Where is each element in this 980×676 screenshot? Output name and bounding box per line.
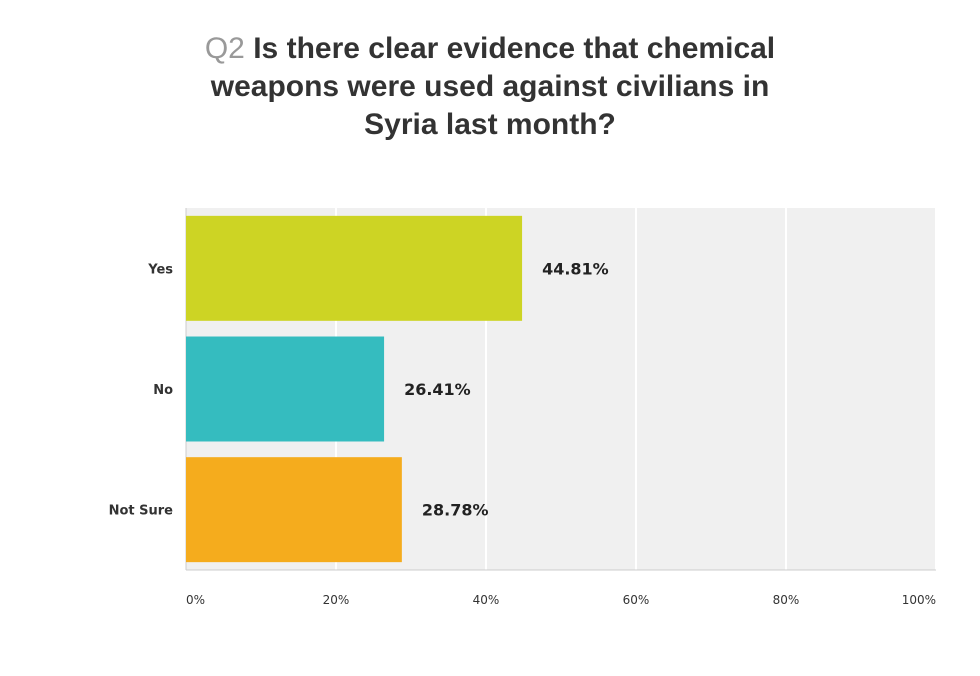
chart-title: Q2 Is there clear evidence that chemical… (190, 30, 790, 144)
question-text: Is there clear evidence that chemical we… (210, 32, 776, 141)
data-label: 26.41% (404, 380, 471, 399)
x-tick-label: 40% (473, 593, 500, 607)
data-label: 28.78% (422, 501, 489, 520)
data-label: 44.81% (542, 259, 609, 278)
x-tick-label: 80% (773, 593, 800, 607)
x-tick-label: 60% (623, 593, 650, 607)
bar (186, 336, 385, 442)
x-tick-label: 20% (323, 593, 350, 607)
category-label: Not Sure (109, 504, 174, 519)
x-tick-label: 0% (186, 593, 205, 607)
category-label: Yes (147, 262, 173, 277)
category-label: No (153, 383, 173, 398)
x-tick-label: 100% (902, 593, 936, 607)
bar (186, 215, 523, 321)
bar (186, 457, 402, 563)
question-number: Q2 (204, 32, 245, 65)
